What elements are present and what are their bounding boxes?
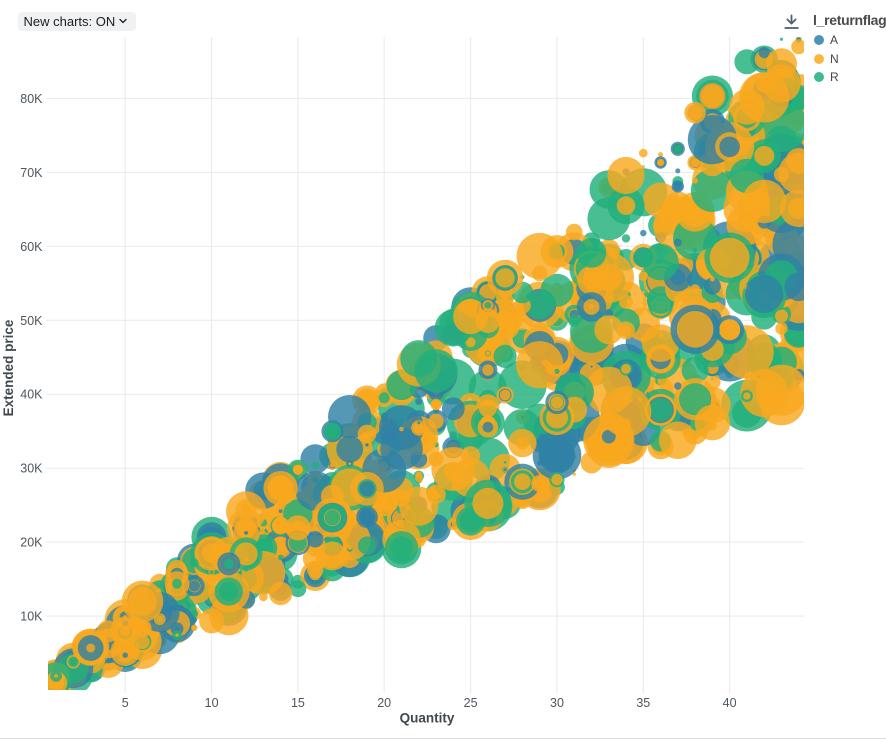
svg-text:80K: 80K: [20, 92, 43, 106]
svg-text:15: 15: [291, 696, 305, 710]
svg-text:60K: 60K: [20, 240, 43, 254]
svg-text:30: 30: [550, 696, 564, 710]
svg-text:Extended price: Extended price: [1, 319, 16, 416]
svg-text:40K: 40K: [20, 388, 43, 402]
svg-text:20K: 20K: [20, 536, 43, 550]
svg-text:5: 5: [122, 696, 129, 710]
svg-text:10: 10: [205, 696, 219, 710]
svg-text:30K: 30K: [20, 462, 43, 476]
svg-text:20: 20: [377, 696, 391, 710]
svg-text:50K: 50K: [20, 314, 43, 328]
svg-text:70K: 70K: [20, 166, 43, 180]
svg-text:35: 35: [636, 696, 650, 710]
svg-text:10K: 10K: [20, 610, 43, 624]
svg-text:Quantity: Quantity: [400, 711, 455, 726]
svg-text:40: 40: [723, 696, 737, 710]
svg-text:25: 25: [464, 696, 478, 710]
